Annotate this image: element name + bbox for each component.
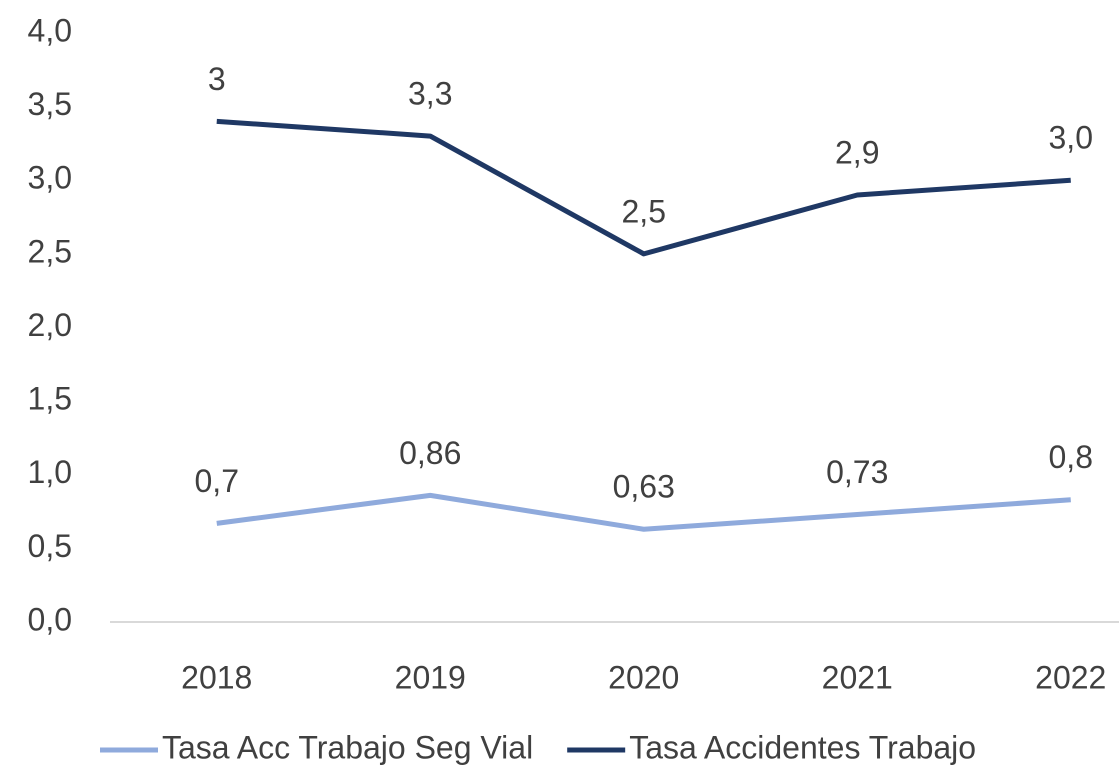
y-tick-label: 1,0 xyxy=(28,454,72,490)
data-label: 0,7 xyxy=(195,463,239,499)
data-label: 0,63 xyxy=(613,469,675,505)
legend-label: Tasa Acc Trabajo Seg Vial xyxy=(162,729,533,765)
y-tick-label: 0,5 xyxy=(28,528,72,564)
data-label: 2,9 xyxy=(835,134,879,170)
legend-label: Tasa Accidentes Trabajo xyxy=(629,729,976,765)
data-label: 0,73 xyxy=(826,454,888,490)
y-tick-label: 1,5 xyxy=(28,381,72,417)
x-tick-label: 2018 xyxy=(181,659,252,695)
data-label: 2,5 xyxy=(622,193,666,229)
y-tick-label: 0,0 xyxy=(28,601,72,637)
y-tick-label: 2,0 xyxy=(28,307,72,343)
y-tick-label: 3,5 xyxy=(28,86,72,122)
series-line xyxy=(216,492,1071,532)
y-tick-label: 2,5 xyxy=(28,233,72,269)
y-tick-label: 4,0 xyxy=(28,12,72,48)
x-tick-label: 2021 xyxy=(822,659,893,695)
y-tick-label: 3,0 xyxy=(28,160,72,196)
data-label: 0,8 xyxy=(1049,439,1093,475)
data-label: 3 xyxy=(208,61,226,97)
series-line xyxy=(216,118,1071,257)
x-tick-label: 2020 xyxy=(608,659,679,695)
x-tick-label: 2019 xyxy=(395,659,466,695)
x-tick-label: 2022 xyxy=(1035,659,1106,695)
data-label: 3,3 xyxy=(408,76,452,112)
data-label: 3,0 xyxy=(1049,120,1093,156)
data-label: 0,86 xyxy=(399,435,461,471)
